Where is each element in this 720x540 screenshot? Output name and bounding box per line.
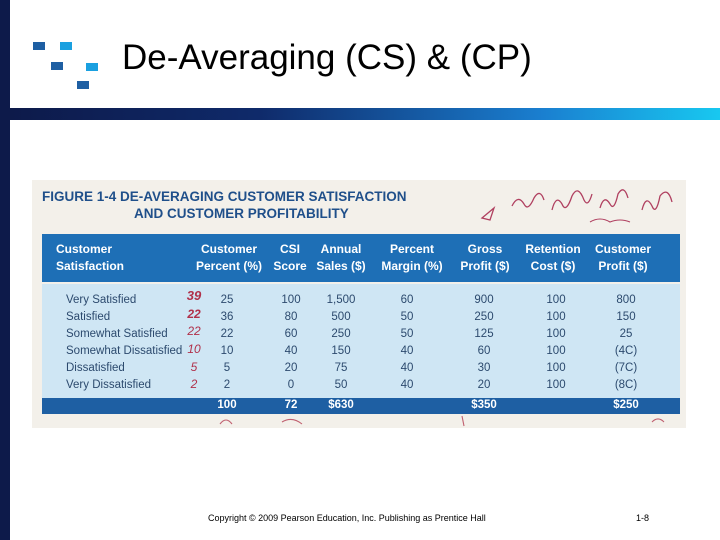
table-cell: 60: [477, 345, 491, 357]
table-cell: 40: [400, 379, 414, 391]
table-cell: 100: [281, 294, 301, 306]
table-cell: (4C): [614, 345, 638, 357]
table-cell: 5: [223, 362, 231, 374]
handwriting-notes: [480, 189, 673, 223]
figure-title-line2: AND CUSTOMER PROFITABILITY: [134, 206, 349, 221]
row-label: Dissatisfied: [66, 362, 125, 374]
table-cell: 1,500: [326, 294, 356, 306]
table-cell: 60: [284, 328, 298, 340]
header-customer-profit: Customer Profit ($): [594, 242, 651, 273]
table-cell: 50: [334, 379, 348, 391]
total-cell: $250: [613, 399, 639, 411]
table-cell: 250: [474, 311, 494, 323]
table-cell: 10: [220, 345, 234, 357]
handwritten-mark: 39: [186, 288, 202, 303]
figure-title: FIGURE 1-4 DE-AVERAGING CUSTOMER SATISFA…: [42, 188, 407, 222]
table-cell: (7C): [614, 362, 638, 374]
handwritten-mark: 2: [190, 377, 198, 391]
table-cell: 40: [400, 345, 414, 357]
row-label: Somewhat Satisfied: [66, 328, 168, 340]
slide-title: De-Averaging (CS) & (CP): [122, 38, 532, 77]
total-cell: $350: [471, 399, 497, 411]
table-cell: 25: [220, 294, 234, 306]
table-cell: 100: [546, 379, 566, 391]
table-body: Very Satisfied 25 100 1,500 60 900 100 8…: [42, 284, 680, 400]
table-cell: 80: [284, 311, 298, 323]
table-cell: 25: [619, 328, 633, 340]
table-cell: 20: [477, 379, 491, 391]
header-csi-score: CSI Score: [273, 242, 307, 273]
title-underline-bar: [10, 108, 720, 120]
copyright-footer: Copyright © 2009 Pearson Education, Inc.…: [208, 513, 486, 523]
table-cell: 50: [400, 328, 414, 340]
row-label: Satisfied: [66, 311, 111, 323]
page-number: 1-8: [636, 513, 650, 523]
figure-label: FIGURE 1-4: [42, 189, 117, 204]
table-cell: 150: [616, 311, 636, 323]
header-gross-profit: Gross Profit ($): [460, 242, 510, 273]
table-cell: 100: [546, 294, 566, 306]
handwritten-mark: 10: [187, 342, 201, 356]
table-cell: 22: [220, 328, 234, 340]
table-cell: 500: [331, 311, 351, 323]
table-cell: 900: [474, 294, 494, 306]
table-cell: 20: [284, 362, 298, 374]
table-cell: 0: [287, 379, 295, 391]
figure-title-line1: DE-AVERAGING CUSTOMER SATISFACTION: [120, 189, 407, 204]
row-label: Very Satisfied: [66, 294, 137, 306]
row-label: Somewhat Dissatisfied: [66, 345, 183, 357]
header-customer-percent: Customer Percent (%): [195, 242, 263, 273]
left-accent-bar: [0, 0, 10, 540]
table-cell: 100: [546, 362, 566, 374]
table-cell: 100: [546, 311, 566, 323]
handwritten-mark: 22: [187, 324, 201, 338]
table-cell: (8C): [614, 379, 638, 391]
bottom-scribbles: [219, 415, 665, 427]
table-cell: 800: [616, 294, 636, 306]
table-cell: 100: [546, 345, 566, 357]
table-cell: 60: [400, 294, 414, 306]
total-cell: $630: [328, 399, 354, 411]
header-customer-satisfaction: Customer Satisfaction: [56, 242, 125, 273]
table-header: Customer Satisfaction Customer Percent (%)…: [42, 234, 680, 282]
table-cell: 75: [334, 362, 348, 374]
table-cell: 36: [220, 311, 234, 323]
header-retention-cost: Retention Cost ($): [525, 242, 581, 273]
header-percent-margin: Percent Margin (%): [381, 242, 443, 273]
table-totals-row: 100 72 $630 $350 $250: [42, 398, 680, 414]
table-cell: 30: [477, 362, 491, 374]
header-annual-sales: Annual Sales ($): [316, 242, 366, 273]
figure-scan: FIGURE 1-4 DE-AVERAGING CUSTOMER SATISFA…: [32, 180, 686, 428]
table-cell: 125: [474, 328, 494, 340]
total-cell: 72: [284, 399, 298, 411]
table-cell: 2: [223, 379, 231, 391]
total-cell: 100: [217, 399, 237, 411]
table-cell: 40: [400, 362, 414, 374]
table-cell: 50: [400, 311, 414, 323]
handwritten-mark: 5: [190, 360, 198, 374]
table-cell: 40: [284, 345, 298, 357]
table-cell: 150: [331, 345, 351, 357]
handwritten-mark: 22: [187, 307, 201, 321]
table-cell: 100: [546, 328, 566, 340]
row-label: Very Dissatisfied: [66, 379, 152, 391]
table-cell: 250: [331, 328, 351, 340]
